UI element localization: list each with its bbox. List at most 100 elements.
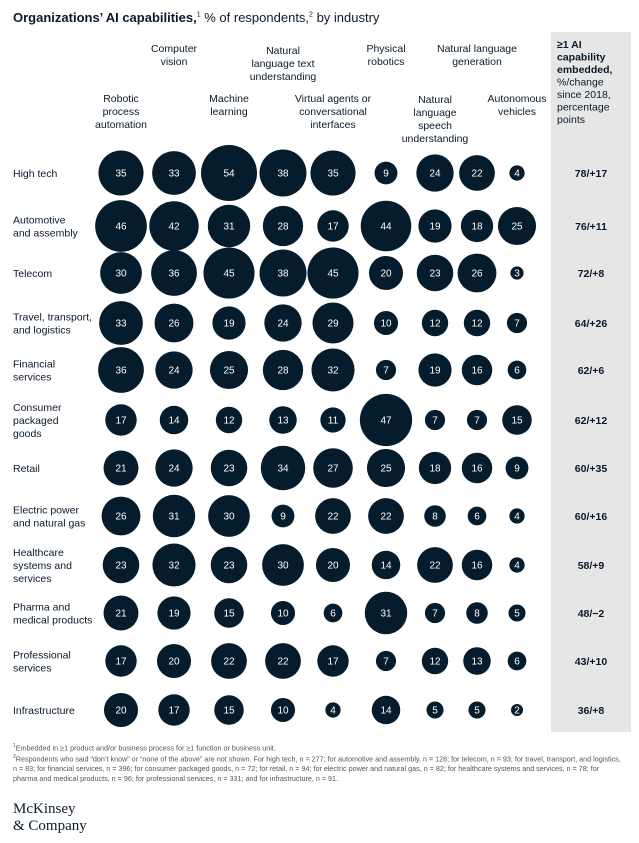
footnote-2-mark: 2: [13, 754, 16, 760]
footnote-2: 2Respondents who said “don’t know” or “n…: [13, 752, 625, 784]
bubble-value-label: 12: [471, 319, 483, 330]
bubble: [98, 347, 144, 393]
bubble: [315, 547, 351, 583]
bubble: [418, 209, 452, 243]
row-label-line: Retail: [13, 463, 40, 475]
bubble-value-label: 15: [511, 416, 523, 427]
bubble-value-label: 21: [115, 609, 127, 620]
footnote-2-text: Respondents who said “don’t know” or “no…: [13, 754, 621, 784]
bubble-value-label: 38: [277, 169, 289, 180]
mckinsey-logo: McKinsey & Company: [13, 801, 87, 835]
bubble: [154, 303, 194, 343]
bubble: [207, 204, 251, 248]
bubble: [95, 200, 147, 252]
summary-value: 48/−2: [578, 608, 605, 620]
column-header-line: language text: [251, 58, 314, 70]
column-header-line: language: [413, 107, 456, 119]
row-label-line: Telecom: [13, 268, 52, 280]
column-header-line: automation: [95, 119, 147, 131]
bubble: [421, 309, 449, 337]
bubble-value-label: 4: [514, 512, 520, 523]
bubble-value-label: 10: [380, 319, 392, 330]
column-header-line: robotics: [368, 56, 405, 68]
bubble-value-label: 31: [380, 609, 392, 620]
column-header-line: Computer: [151, 43, 198, 55]
bubble: [426, 701, 444, 719]
bubble-value-label: 7: [383, 366, 389, 377]
bubble: [325, 702, 341, 718]
row-label-line: and assembly: [13, 228, 79, 240]
bubble-value-label: 46: [115, 222, 127, 233]
bubble-value-label: 23: [429, 269, 441, 280]
bubble: [463, 309, 491, 337]
row-label-line: Automotive: [13, 215, 66, 227]
bubble: [209, 350, 249, 390]
bubble-value-label: 16: [471, 464, 483, 475]
bubble: [509, 508, 525, 524]
column-header-line: interfaces: [310, 119, 356, 131]
bubble-value-label: 25: [511, 222, 523, 233]
column-header-line: Natural: [418, 94, 452, 106]
summary-header-line: points: [557, 114, 585, 126]
bubble-value-label: 7: [432, 609, 438, 620]
bubble: [211, 643, 247, 679]
bubble-value-label: 6: [514, 657, 520, 668]
bubble: [375, 650, 397, 672]
bubble-value-label: 13: [277, 416, 289, 427]
row-label-line: Pharma and: [13, 602, 70, 614]
bubble-value-label: 16: [471, 366, 483, 377]
bubble-value-label: 20: [168, 657, 180, 668]
bubble-value-label: 13: [471, 657, 483, 668]
bubble: [418, 353, 452, 387]
bubble: [208, 495, 250, 537]
bubble-value-label: 5: [432, 706, 438, 717]
bubble-value-label: 6: [330, 609, 336, 620]
bubble: [157, 596, 191, 630]
bubble: [156, 643, 192, 679]
bubble-value-label: 22: [429, 561, 441, 572]
bubble: [457, 253, 497, 293]
bubble-value-label: 22: [327, 512, 339, 523]
bubble-value-label: 30: [223, 512, 235, 523]
column-header-line: vision: [161, 56, 188, 68]
bubble-value-label: 17: [327, 222, 339, 233]
bubble: [511, 704, 523, 716]
bubble-value-label: 19: [168, 609, 180, 620]
column-header-line: conversational: [299, 106, 367, 118]
bubble-value-label: 20: [380, 269, 392, 280]
bubble: [311, 348, 355, 392]
bubble-value-label: 24: [168, 464, 180, 475]
logo-line-1: McKinsey: [13, 801, 76, 817]
bubble: [360, 200, 412, 252]
row-label-line: goods: [13, 428, 42, 440]
column-header-line: Autonomous: [488, 93, 547, 105]
bubble-value-label: 20: [327, 561, 339, 572]
bubble-value-label: 44: [380, 222, 392, 233]
bubble: [270, 600, 296, 626]
bubble: [424, 505, 446, 527]
bubble: [502, 405, 532, 435]
bubble-value-label: 14: [380, 706, 392, 717]
bubble: [307, 247, 359, 299]
bubble: [371, 695, 401, 725]
bubble-value-label: 22: [223, 657, 235, 668]
bubble-value-label: 20: [115, 706, 127, 717]
summary-value: 62/+12: [575, 415, 608, 427]
bubble: [103, 692, 139, 728]
bubble: [214, 695, 244, 725]
bubble: [509, 557, 525, 573]
bubble-value-label: 9: [280, 512, 286, 523]
bubble: [212, 306, 246, 340]
bubble: [158, 694, 190, 726]
bubble: [103, 595, 139, 631]
bubble-value-label: 7: [514, 319, 520, 330]
row-label-line: Professional: [13, 650, 71, 662]
bubble-value-label: 34: [277, 464, 289, 475]
bubble-value-label: 15: [223, 609, 235, 620]
column-header-line: speech: [418, 120, 452, 132]
bubble: [509, 165, 525, 181]
bubble-value-label: 6: [514, 366, 520, 377]
row-label-line: Healthcare: [13, 547, 64, 559]
bubble: [424, 602, 446, 624]
